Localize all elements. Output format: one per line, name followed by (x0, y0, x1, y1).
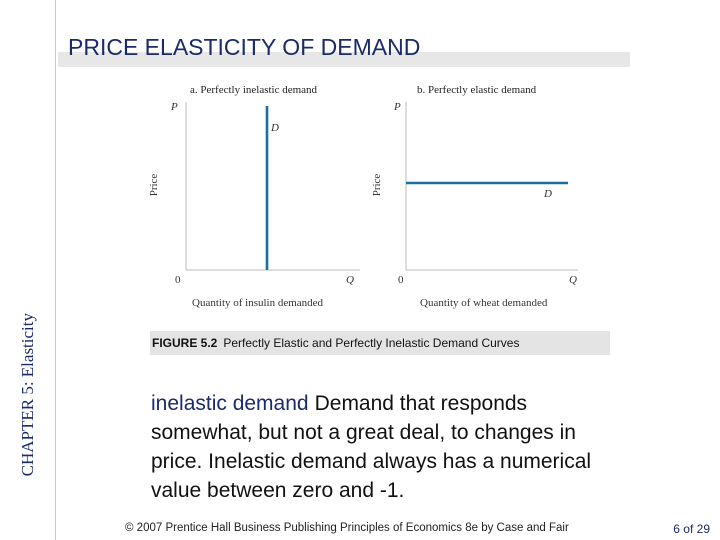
slide-title: PRICE ELASTICITY OF DEMAND (68, 34, 421, 60)
demand-figure: a. Perfectly inelastic demand P Price D … (148, 84, 578, 309)
panel-a-y-label: Price (148, 174, 160, 197)
panel-b-origin: 0 (398, 274, 404, 286)
panel-a-origin: 0 (175, 274, 181, 286)
title-underline-bar (58, 52, 630, 67)
panel-b-q-symbol: Q (569, 274, 577, 286)
panel-b-p-symbol: P (393, 101, 401, 113)
figure-number: FIGURE 5.2 (152, 336, 218, 350)
definition-block: inelastic demand Demand that responds som… (151, 389, 621, 505)
panel-b: b. Perfectly elastic demand P Price D 0 … (371, 84, 578, 309)
panel-a-title: a. Perfectly inelastic demand (190, 84, 318, 96)
panel-a-x-label: Quantity of insulin demanded (192, 297, 324, 309)
panel-a-curve-label: D (270, 122, 279, 134)
side-divider (55, 0, 56, 540)
definition-term: inelastic demand (151, 392, 309, 415)
page-number: 6 of 29 (673, 522, 710, 536)
footer-copyright: © 2007 Prentice Hall Business Publishing… (125, 522, 569, 534)
panel-a: a. Perfectly inelastic demand P Price D … (148, 84, 360, 309)
figure-caption-text: Perfectly Elastic and Perfectly Inelasti… (223, 336, 520, 350)
panel-a-p-symbol: P (170, 101, 178, 113)
chapter-label: CHAPTER 5: Elasticity (18, 312, 37, 476)
panel-b-title: b. Perfectly elastic demand (417, 84, 537, 96)
panel-b-y-label: Price (371, 174, 383, 197)
panel-b-x-label: Quantity of wheat demanded (420, 297, 548, 309)
chapter-side-title: CHAPTER 5: Elasticity (6, 0, 50, 480)
definition-text: Demand that responds somewhat, but not a… (151, 392, 592, 502)
figure-caption: FIGURE 5.2 Perfectly Elastic and Perfectl… (150, 331, 610, 355)
panel-a-q-symbol: Q (346, 274, 354, 286)
panel-b-curve-label: D (543, 188, 552, 200)
